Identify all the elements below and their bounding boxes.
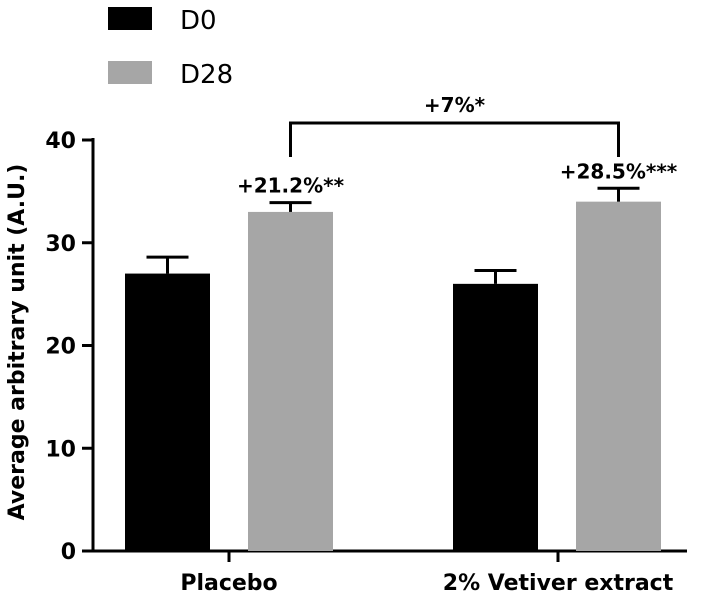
comparison-annotation: +7%* xyxy=(424,93,486,117)
y-tick-label: 30 xyxy=(45,232,76,257)
change-annotation-1: +21.2%** xyxy=(237,174,345,198)
legend-swatch-d0 xyxy=(108,7,152,30)
y-tick-label: 40 xyxy=(45,129,76,154)
legend: D0 D28 xyxy=(108,6,233,90)
y-axis-ticks: 0 10 20 30 40 xyxy=(45,129,93,565)
y-tick-label: 10 xyxy=(45,437,76,462)
bar-d0-2 xyxy=(453,283,538,551)
bar-d28-1 xyxy=(248,211,333,552)
bar-d28-2 xyxy=(576,201,661,551)
y-axis-label: Average arbitrary unit (A.U.) xyxy=(5,164,30,521)
significance-annotations: +21.2%** +28.5%*** +7%* xyxy=(237,93,678,198)
legend-swatch-d28 xyxy=(108,61,152,84)
x-axis-category-labels: Placebo 2% Vetiver extract xyxy=(180,551,674,596)
comparison-bracket xyxy=(289,121,620,157)
change-annotation-2: +28.5%*** xyxy=(560,159,678,183)
legend-label-d0: D0 xyxy=(180,6,217,36)
x-category-label: 2% Vetiver extract xyxy=(443,571,674,596)
legend-label-d28: D28 xyxy=(180,60,233,90)
y-tick-label: 0 xyxy=(61,540,76,565)
bars xyxy=(125,186,661,552)
x-category-label: Placebo xyxy=(180,571,277,596)
y-tick-label: 20 xyxy=(45,335,76,360)
bar-d0-1 xyxy=(125,273,210,551)
